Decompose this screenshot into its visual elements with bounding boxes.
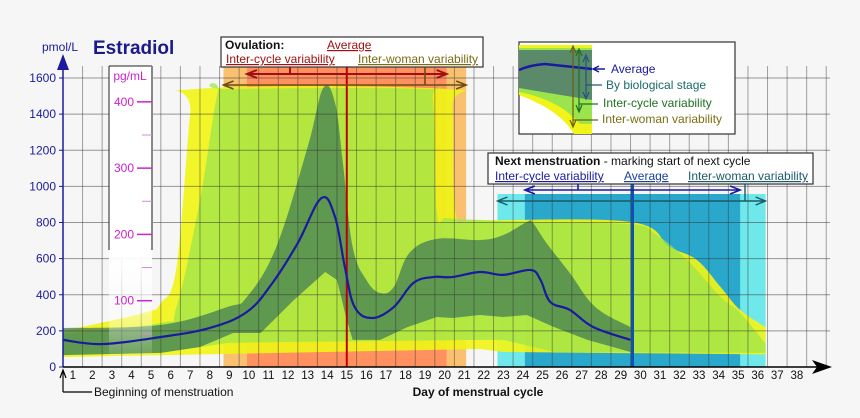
x-tick-label: 12	[282, 370, 295, 382]
menstruation-inter-cycle-label: Inter-cycle variability	[495, 169, 604, 183]
next-menstruation-heading: Next menstruation	[495, 154, 600, 168]
x-tick-label: 8	[207, 370, 213, 382]
ovulation-average-label: Average	[327, 38, 372, 52]
legend-biological-swatch	[519, 50, 592, 100]
next-menstruation-heading-text: Next menstruation - marking start of nex…	[495, 154, 751, 168]
legend-average-arrow	[591, 65, 605, 73]
y-tick-label: 1200	[29, 143, 56, 157]
x-tick-label: 18	[399, 370, 412, 382]
x-tick-label: 10	[243, 370, 256, 382]
x-tick-label: 15	[340, 370, 353, 382]
x-tick-label: 9	[226, 370, 232, 382]
beginning-arrow-icon	[59, 368, 92, 393]
y-axis-label: pmol/L	[42, 40, 78, 54]
ovulation-inter-cycle-arrow	[244, 67, 450, 79]
y-tick-label: 800	[36, 216, 56, 230]
x-tick-label: 26	[556, 370, 569, 382]
menstruation-average-label: Average	[624, 169, 669, 183]
x-tick-label: 32	[673, 370, 686, 382]
menstruation-inter-woman-arrow	[495, 184, 768, 206]
x-tick-label: 17	[380, 370, 393, 382]
x-tick-label: 38	[790, 370, 803, 382]
next-menstruation-label-box	[487, 152, 814, 185]
x-tick-label: 30	[634, 370, 647, 382]
y-tick-label: 1400	[29, 107, 56, 121]
x-tick-label: 34	[712, 370, 725, 382]
y-tick-label: 0	[49, 360, 56, 374]
x-tick-label: 25	[536, 370, 549, 382]
chart-title: Estradiol	[93, 38, 174, 59]
x-tick-label: 11	[263, 370, 275, 382]
pg-ml-tick-label: 300	[114, 161, 134, 175]
legend-biological-arrow	[582, 53, 602, 101]
pg-ml-unit-label: pg/mL	[113, 69, 147, 83]
x-tick-label: 24	[517, 370, 530, 382]
pg-ml-tick-label: 100	[114, 294, 134, 308]
legend-item-2: Inter-cycle variability	[603, 96, 712, 110]
legend-inter-cycle-arrow	[575, 47, 598, 114]
legend-average-swatch	[518, 62, 593, 72]
x-tick-label: 16	[360, 370, 373, 382]
legend-item-1: By biological stage	[606, 78, 706, 92]
x-tick-label: 4	[128, 370, 135, 382]
x-axis-arrow	[812, 360, 832, 374]
y-tick-label: 1000	[29, 179, 56, 193]
x-tick-label: 31	[654, 370, 667, 382]
beginning-of-menstruation-label: Beginning of menstruation	[94, 385, 233, 399]
x-tick-label: 14	[321, 370, 334, 382]
x-tick-label: 21	[458, 370, 471, 382]
x-tick-label: 29	[614, 370, 627, 382]
x-tick-label: 20	[438, 370, 451, 382]
x-tick-label: 27	[575, 370, 588, 382]
x-tick-label: 13	[301, 370, 314, 382]
x-tick-label: 22	[477, 370, 490, 382]
ovulation-inter-woman-label: Inter-woman variability	[358, 52, 478, 66]
menstruation-inter-cycle-arrow	[522, 184, 743, 195]
x-tick-label: 23	[497, 370, 510, 382]
y-tick-label: 1600	[29, 71, 56, 85]
y-tick-label: 400	[36, 288, 56, 302]
next-menstruation-subheading: - marking start of next cycle	[600, 154, 750, 168]
x-tick-label: 36	[751, 370, 764, 382]
x-tick-label: 19	[419, 370, 432, 382]
pg-ml-tick-label: 200	[114, 227, 134, 241]
x-tick-label: 37	[771, 370, 784, 382]
x-tick-label: 7	[187, 370, 193, 382]
ovulation-label-box	[220, 36, 484, 68]
band-inter-cycle-variability	[63, 83, 766, 356]
x-tick-label: 3	[109, 370, 115, 382]
legend-inter-woman-arrow	[569, 44, 598, 129]
legend-item-3: Inter-woman variability	[602, 112, 722, 126]
pg-ml-axis-box	[109, 66, 152, 366]
y-tick-label: 200	[36, 324, 56, 338]
x-tick-label: 28	[595, 370, 608, 382]
ovulation-inter-woman-arrow	[221, 67, 469, 90]
y-axis-arrow	[57, 54, 69, 70]
x-tick-label: 33	[693, 370, 706, 382]
x-tick-label: 35	[732, 370, 745, 382]
x-tick-label: 5	[148, 370, 154, 382]
menstruation-inter-woman-label: Inter-woman variability	[688, 169, 808, 183]
ovulation-inter-cycle-label: Inter-cycle variability	[226, 52, 335, 66]
y-tick-label: 600	[36, 252, 56, 266]
x-tick-label: 6	[167, 370, 173, 382]
x-tick-label: 1	[70, 370, 76, 382]
ovulation-heading: Ovulation:	[225, 38, 284, 52]
legend-item-0: Average	[611, 62, 656, 76]
x-axis-label: Day of menstrual cycle	[413, 385, 544, 399]
x-tick-label: 2	[89, 370, 95, 382]
pg-ml-tick-label: 400	[114, 95, 134, 109]
series-average-line	[62, 195, 631, 346]
